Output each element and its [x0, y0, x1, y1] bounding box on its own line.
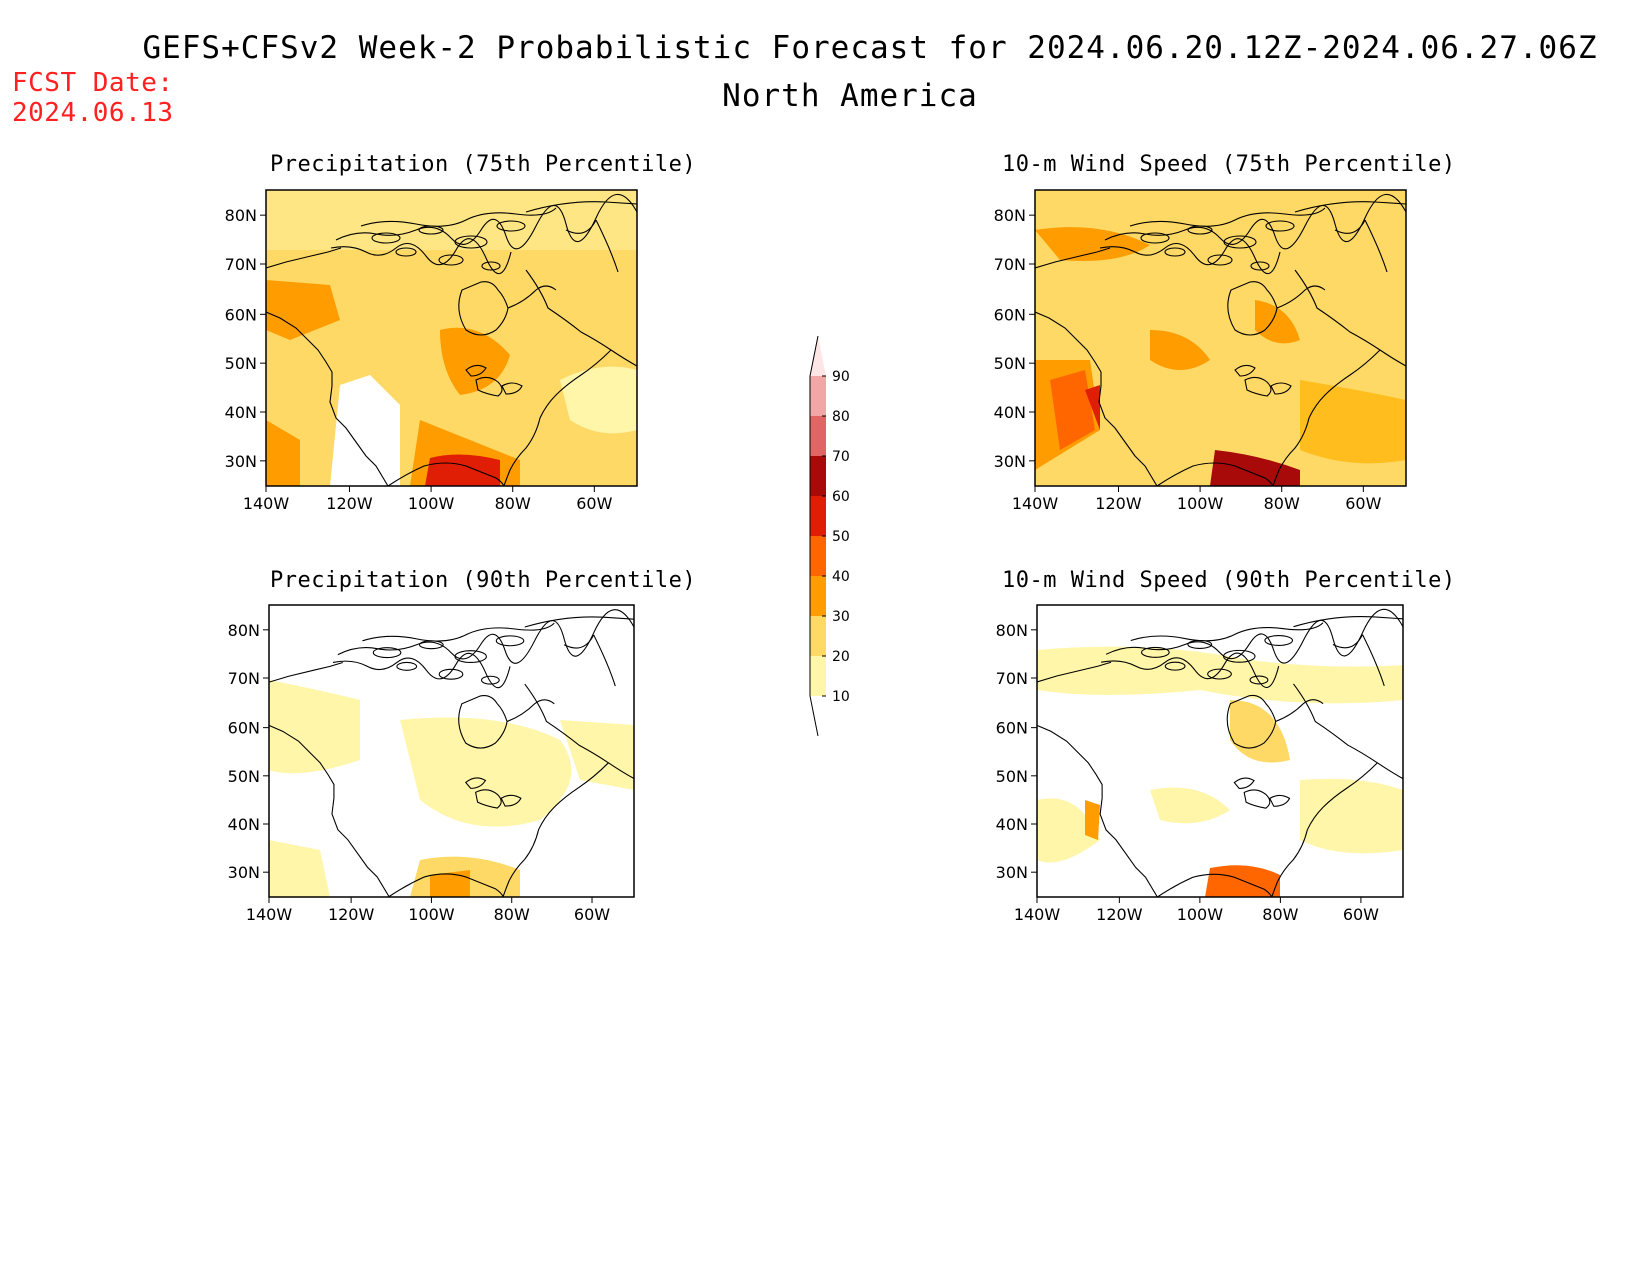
chart-subtitle: North America	[722, 78, 978, 114]
lon-tick-label: 100W	[408, 905, 455, 924]
lon-tick-label: 60W	[574, 905, 610, 924]
colorbar-segment	[810, 456, 826, 496]
lat-tick-label: 80N	[994, 206, 1026, 225]
lon-tick-label: 60W	[576, 494, 612, 513]
lon-tick-label: 140W	[243, 494, 290, 513]
lon-tick-label: 120W	[326, 494, 373, 513]
colorbar-segment	[810, 576, 826, 616]
colorbar-label: 30	[832, 609, 850, 625]
lat-tick-label: 40N	[228, 815, 260, 834]
colorbar-segment	[810, 536, 826, 576]
lon-tick-label: 60W	[1345, 494, 1381, 513]
lat-tick-label: 40N	[996, 815, 1028, 834]
lat-tick-label: 80N	[228, 621, 260, 640]
lat-tick-label: 60N	[225, 305, 257, 324]
lon-tick-label: 100W	[1177, 905, 1224, 924]
lon-tick-label: 80W	[494, 905, 530, 924]
wind-75-field	[1035, 190, 1406, 486]
lat-tick-label: 30N	[228, 863, 260, 882]
lat-tick-label: 60N	[994, 305, 1026, 324]
lat-tick-label: 50N	[996, 767, 1028, 786]
lon-tick-label: 60W	[1343, 905, 1379, 924]
colorbar-segment	[810, 616, 826, 656]
lat-tick-label: 70N	[996, 669, 1028, 688]
colorbar-label: 90	[832, 369, 850, 385]
chart-title: GEFS+CFSv2 Week-2 Probabilistic Forecast…	[142, 30, 1598, 66]
lat-tick-label: 70N	[228, 669, 260, 688]
lon-tick-label: 140W	[1014, 905, 1061, 924]
wind-90-field	[1037, 605, 1403, 897]
precip-75-field	[266, 190, 637, 486]
panel-title: Precipitation (90th Percentile)	[270, 568, 697, 593]
lat-tick-label: 50N	[228, 767, 260, 786]
lat-tick-label: 40N	[225, 403, 257, 422]
lat-tick-label: 70N	[225, 255, 257, 274]
lat-tick-label: 60N	[228, 719, 260, 738]
colorbar-label: 20	[832, 649, 850, 665]
colorbar: 90 80 70 60 50 40 30 20 10	[809, 335, 850, 737]
lat-tick-label: 70N	[994, 255, 1026, 274]
colorbar-segment	[810, 376, 826, 416]
panel-title: 10-m Wind Speed (90th Percentile)	[1002, 568, 1456, 593]
lat-tick-label: 30N	[225, 452, 257, 471]
lat-tick-label: 60N	[996, 719, 1028, 738]
lat-tick-label: 50N	[994, 354, 1026, 373]
lat-tick-label: 30N	[994, 452, 1026, 471]
panel-title: 10-m Wind Speed (75th Percentile)	[1002, 152, 1456, 177]
colorbar-label: 40	[832, 569, 850, 585]
lat-tick-label: 40N	[994, 403, 1026, 422]
forecast-date-value: 2024.06.13	[12, 98, 174, 128]
lat-tick-label: 50N	[225, 354, 257, 373]
axis-labels: 80N 70N 60N 50N 40N 30N 140W 120W 100W 80W 60W 80N 7…	[225, 206, 1382, 924]
panel-title: Precipitation (75th Percentile)	[270, 152, 697, 177]
colorbar-top-arrow	[810, 336, 826, 376]
lon-tick-label: 120W	[1096, 905, 1143, 924]
lon-tick-label: 80W	[1262, 905, 1298, 924]
lon-tick-label: 140W	[246, 905, 293, 924]
colorbar-label: 60	[832, 489, 850, 505]
lon-tick-label: 120W	[328, 905, 375, 924]
colorbar-segment	[810, 656, 826, 696]
lat-tick-label: 30N	[996, 863, 1028, 882]
lon-tick-label: 100W	[408, 494, 455, 513]
lat-tick-label: 80N	[225, 206, 257, 225]
lon-tick-label: 140W	[1012, 494, 1059, 513]
precip-90-field	[269, 605, 634, 897]
colorbar-label: 10	[832, 689, 850, 705]
colorbar-label: 70	[832, 449, 850, 465]
colorbar-segment	[810, 416, 826, 456]
lon-tick-label: 120W	[1095, 494, 1142, 513]
colorbar-bottom-arrow	[810, 696, 826, 736]
colorbar-label: 50	[832, 529, 850, 545]
lat-tick-label: 80N	[996, 621, 1028, 640]
lon-tick-label: 100W	[1177, 494, 1224, 513]
forecast-date-label: FCST Date:	[12, 68, 174, 98]
lon-tick-label: 80W	[495, 494, 531, 513]
lon-tick-label: 80W	[1264, 494, 1300, 513]
colorbar-label: 80	[832, 409, 850, 425]
colorbar-segment	[810, 496, 826, 536]
